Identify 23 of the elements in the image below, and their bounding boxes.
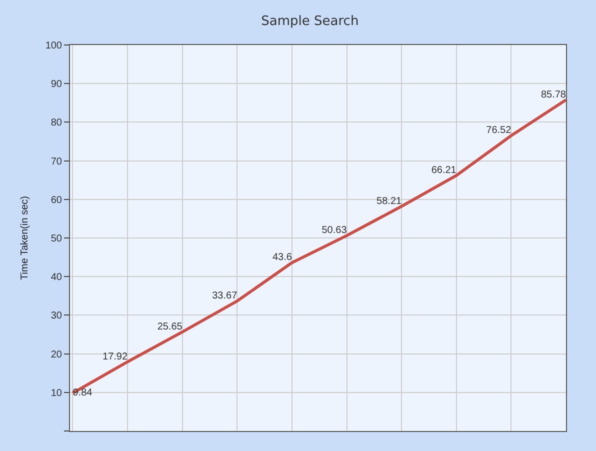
data-label: 43.6	[272, 252, 292, 264]
y-tick-label: 80	[50, 118, 62, 129]
data-label: 50.63	[322, 225, 348, 236]
y-tick-label: 100	[45, 40, 62, 52]
y-tick-label: 50	[50, 234, 62, 244]
data-label: 58.21	[376, 196, 402, 207]
y-tick-label: 30	[50, 310, 62, 322]
chart-title: Sample Search	[261, 14, 359, 29]
data-label: 85.78	[540, 89, 566, 100]
data-label: 9.84	[72, 388, 93, 399]
y-tick-label: 10	[50, 388, 62, 399]
y-tick-label: 40	[50, 272, 62, 284]
y-tick-label: 20	[50, 349, 62, 360]
data-label: 66.21	[431, 164, 457, 176]
y-tick-label: 70	[50, 156, 62, 168]
y-axis-title: Time Taken(in sec)	[19, 196, 30, 280]
y-tick-label: 60	[50, 194, 62, 206]
line-series	[71, 98, 566, 395]
data-label: 76.52	[486, 125, 512, 136]
data-label: 17.92	[102, 351, 128, 362]
data-label: 33.67	[212, 290, 238, 302]
data-label: 25.65	[157, 321, 183, 332]
y-tick-label: 90	[50, 79, 62, 90]
